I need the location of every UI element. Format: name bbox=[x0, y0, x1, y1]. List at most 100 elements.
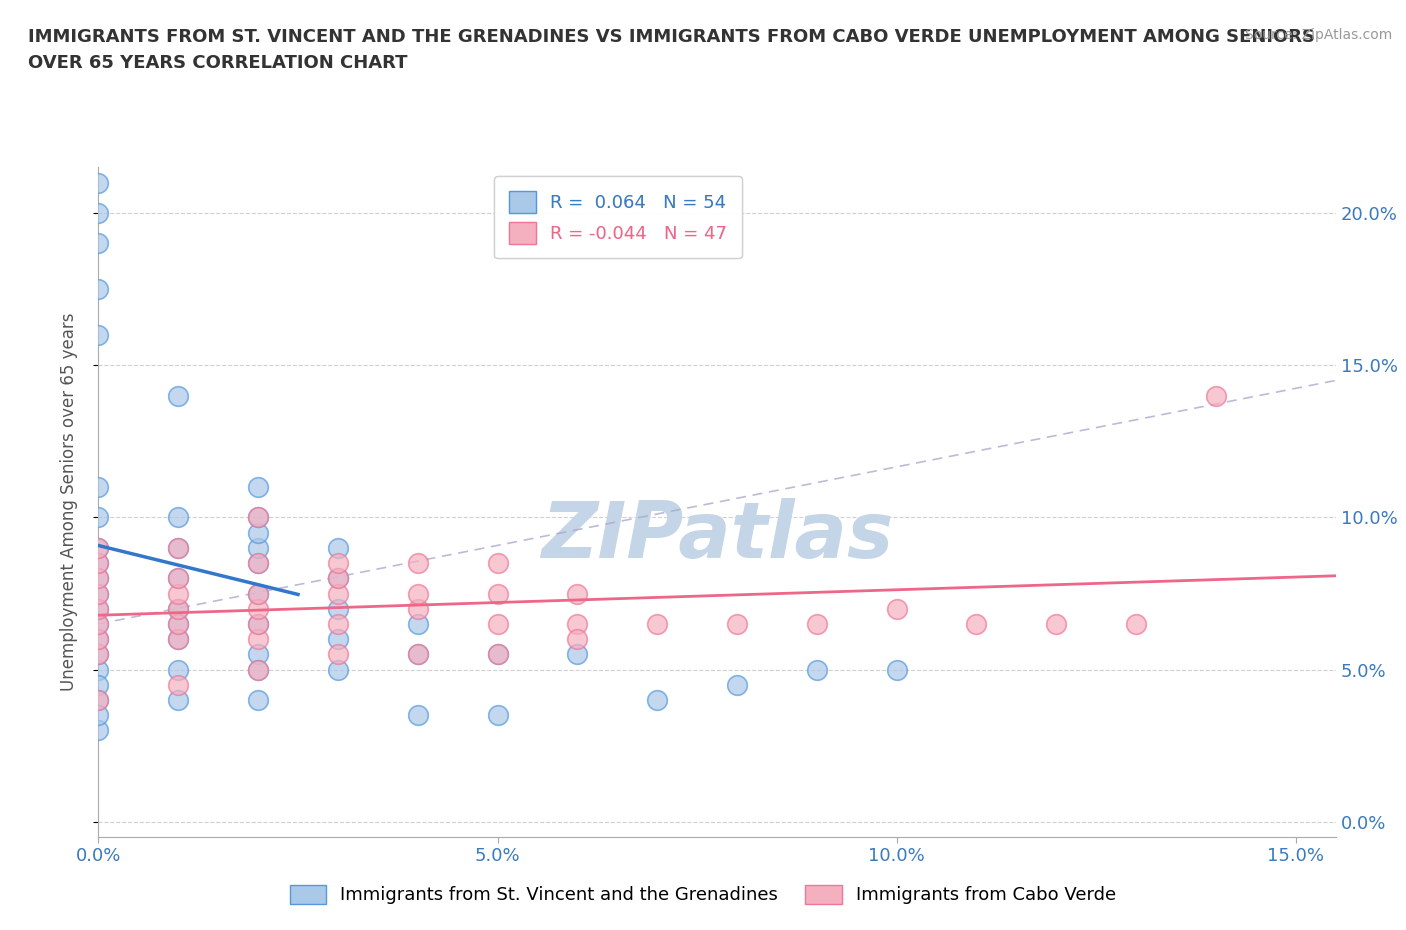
Point bbox=[87, 602, 110, 617]
Point bbox=[247, 555, 270, 570]
Point bbox=[247, 586, 270, 601]
Point bbox=[87, 540, 110, 555]
Point bbox=[87, 602, 110, 617]
Point bbox=[87, 555, 110, 570]
Point bbox=[725, 617, 748, 631]
Point bbox=[326, 571, 349, 586]
Point bbox=[326, 555, 349, 570]
Point bbox=[886, 602, 908, 617]
Point bbox=[87, 723, 110, 737]
Point bbox=[87, 617, 110, 631]
Point bbox=[167, 540, 190, 555]
Point bbox=[486, 555, 509, 570]
Point bbox=[247, 555, 270, 570]
Point bbox=[87, 677, 110, 692]
Point bbox=[87, 282, 110, 297]
Point bbox=[87, 236, 110, 251]
Point bbox=[87, 693, 110, 708]
Point bbox=[326, 647, 349, 662]
Point bbox=[567, 647, 589, 662]
Point bbox=[486, 647, 509, 662]
Point bbox=[1205, 388, 1227, 403]
Point bbox=[87, 647, 110, 662]
Point bbox=[87, 662, 110, 677]
Point bbox=[247, 662, 270, 677]
Point bbox=[247, 540, 270, 555]
Legend: R =  0.064   N = 54, R = -0.044   N = 47: R = 0.064 N = 54, R = -0.044 N = 47 bbox=[495, 177, 742, 259]
Point bbox=[326, 617, 349, 631]
Point bbox=[167, 631, 190, 646]
Point bbox=[87, 510, 110, 525]
Text: Source: ZipAtlas.com: Source: ZipAtlas.com bbox=[1244, 28, 1392, 42]
Point bbox=[87, 206, 110, 220]
Point bbox=[645, 693, 668, 708]
Point bbox=[87, 631, 110, 646]
Point bbox=[725, 677, 748, 692]
Point bbox=[87, 693, 110, 708]
Text: IMMIGRANTS FROM ST. VINCENT AND THE GRENADINES VS IMMIGRANTS FROM CABO VERDE UNE: IMMIGRANTS FROM ST. VINCENT AND THE GREN… bbox=[28, 28, 1315, 73]
Point bbox=[406, 602, 429, 617]
Point bbox=[567, 617, 589, 631]
Point bbox=[87, 555, 110, 570]
Point bbox=[406, 555, 429, 570]
Point bbox=[87, 586, 110, 601]
Point bbox=[806, 662, 828, 677]
Point bbox=[486, 708, 509, 723]
Point bbox=[326, 631, 349, 646]
Point bbox=[567, 586, 589, 601]
Legend: Immigrants from St. Vincent and the Grenadines, Immigrants from Cabo Verde: Immigrants from St. Vincent and the Gren… bbox=[283, 878, 1123, 911]
Point bbox=[406, 647, 429, 662]
Point bbox=[167, 540, 190, 555]
Point bbox=[966, 617, 988, 631]
Point bbox=[247, 510, 270, 525]
Point bbox=[247, 662, 270, 677]
Point bbox=[486, 617, 509, 631]
Point bbox=[167, 602, 190, 617]
Point bbox=[326, 602, 349, 617]
Point bbox=[167, 631, 190, 646]
Point bbox=[406, 647, 429, 662]
Point bbox=[406, 586, 429, 601]
Point bbox=[167, 662, 190, 677]
Point bbox=[87, 571, 110, 586]
Point bbox=[247, 647, 270, 662]
Point bbox=[247, 631, 270, 646]
Point bbox=[167, 617, 190, 631]
Point bbox=[247, 617, 270, 631]
Point bbox=[567, 631, 589, 646]
Y-axis label: Unemployment Among Seniors over 65 years: Unemployment Among Seniors over 65 years bbox=[59, 313, 77, 691]
Point bbox=[167, 571, 190, 586]
Point bbox=[326, 586, 349, 601]
Point bbox=[167, 602, 190, 617]
Point bbox=[167, 586, 190, 601]
Point bbox=[886, 662, 908, 677]
Point bbox=[87, 617, 110, 631]
Point bbox=[486, 586, 509, 601]
Text: ZIPatlas: ZIPatlas bbox=[541, 498, 893, 574]
Point bbox=[87, 586, 110, 601]
Point bbox=[406, 617, 429, 631]
Point bbox=[87, 631, 110, 646]
Point bbox=[1045, 617, 1067, 631]
Point bbox=[806, 617, 828, 631]
Point bbox=[247, 525, 270, 540]
Point bbox=[167, 571, 190, 586]
Point bbox=[326, 662, 349, 677]
Point bbox=[167, 677, 190, 692]
Point bbox=[406, 708, 429, 723]
Point bbox=[87, 480, 110, 495]
Point bbox=[167, 510, 190, 525]
Point bbox=[326, 571, 349, 586]
Point bbox=[247, 602, 270, 617]
Point bbox=[486, 647, 509, 662]
Point bbox=[247, 510, 270, 525]
Point bbox=[87, 540, 110, 555]
Point bbox=[167, 693, 190, 708]
Point bbox=[247, 480, 270, 495]
Point bbox=[87, 647, 110, 662]
Point bbox=[87, 708, 110, 723]
Point bbox=[247, 617, 270, 631]
Point bbox=[87, 175, 110, 190]
Point bbox=[87, 327, 110, 342]
Point bbox=[167, 388, 190, 403]
